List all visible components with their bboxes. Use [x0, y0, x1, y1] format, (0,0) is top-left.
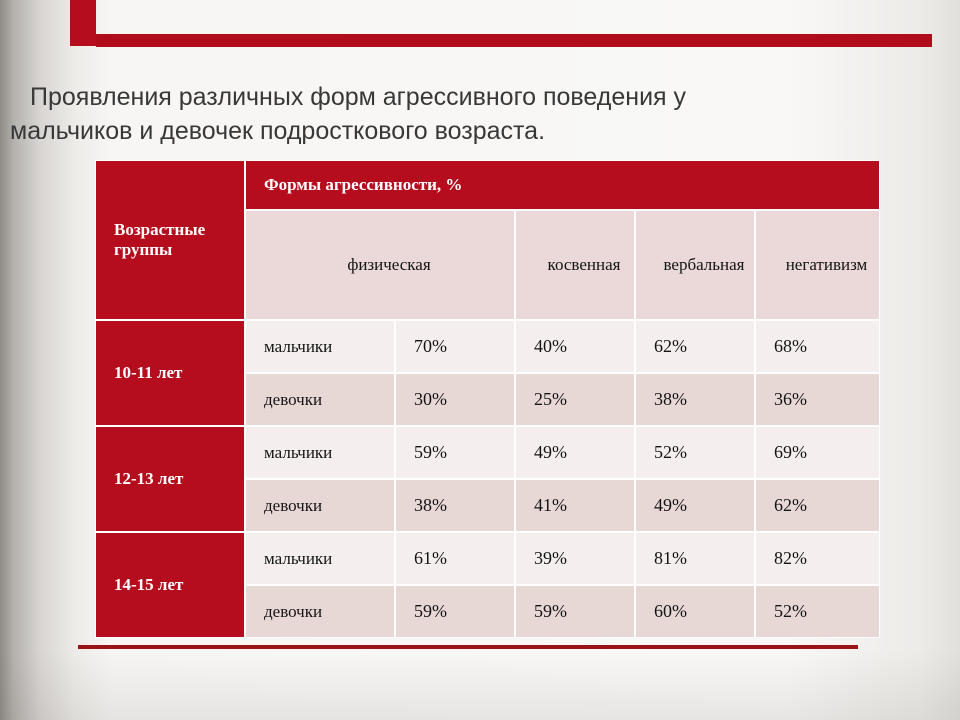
bottom-divider-line: [78, 645, 858, 649]
slide-title-line-2: мальчиков и девочек подросткового возрас…: [10, 117, 546, 145]
value-cell: 82%: [755, 532, 881, 585]
value-cell: 62%: [755, 479, 881, 532]
bottom-shadow: [0, 650, 960, 720]
aggression-forms-table: Возрастные группы Формы агрессивности, %…: [95, 160, 881, 638]
accent-horizontal-bar: [96, 34, 932, 47]
forms-header-cell: Формы агрессивности, %: [245, 160, 881, 210]
age-group-cell: 14-15 лет: [95, 532, 245, 638]
value-cell: 30%: [395, 373, 515, 426]
column-header-indirect: косвенная: [515, 210, 635, 320]
corner-header-cell: Возрастные группы: [95, 160, 245, 320]
value-cell: 59%: [395, 585, 515, 638]
value-cell: 52%: [635, 426, 755, 479]
value-cell: 52%: [755, 585, 881, 638]
value-cell: 36%: [755, 373, 881, 426]
value-cell: 25%: [515, 373, 635, 426]
accent-vertical-stripe: [70, 0, 96, 46]
value-cell: 70%: [395, 320, 515, 373]
value-cell: 61%: [395, 532, 515, 585]
value-cell: 41%: [515, 479, 635, 532]
value-cell: 49%: [635, 479, 755, 532]
gender-cell: мальчики: [245, 320, 395, 373]
column-header-verbal: вербальная: [635, 210, 755, 320]
value-cell: 59%: [515, 585, 635, 638]
value-cell: 60%: [635, 585, 755, 638]
value-cell: 62%: [635, 320, 755, 373]
slide-title: Проявления различных форм агрессивного п…: [8, 80, 938, 148]
gender-cell: мальчики: [245, 532, 395, 585]
value-cell: 68%: [755, 320, 881, 373]
value-cell: 40%: [515, 320, 635, 373]
gender-cell: девочки: [245, 585, 395, 638]
value-cell: 49%: [515, 426, 635, 479]
gender-cell: девочки: [245, 479, 395, 532]
value-cell: 69%: [755, 426, 881, 479]
value-cell: 39%: [515, 532, 635, 585]
slide-title-line-1: Проявления различных форм агрессивного п…: [30, 83, 687, 111]
value-cell: 38%: [395, 479, 515, 532]
age-group-cell: 12-13 лет: [95, 426, 245, 532]
gender-cell: девочки: [245, 373, 395, 426]
value-cell: 59%: [395, 426, 515, 479]
age-group-cell: 10-11 лет: [95, 320, 245, 426]
column-header-negativism: негативизм: [755, 210, 881, 320]
data-table-container: Возрастные группы Формы агрессивности, %…: [95, 160, 881, 638]
value-cell: 38%: [635, 373, 755, 426]
column-header-physical: физическая: [245, 210, 515, 320]
gender-cell: мальчики: [245, 426, 395, 479]
value-cell: 81%: [635, 532, 755, 585]
